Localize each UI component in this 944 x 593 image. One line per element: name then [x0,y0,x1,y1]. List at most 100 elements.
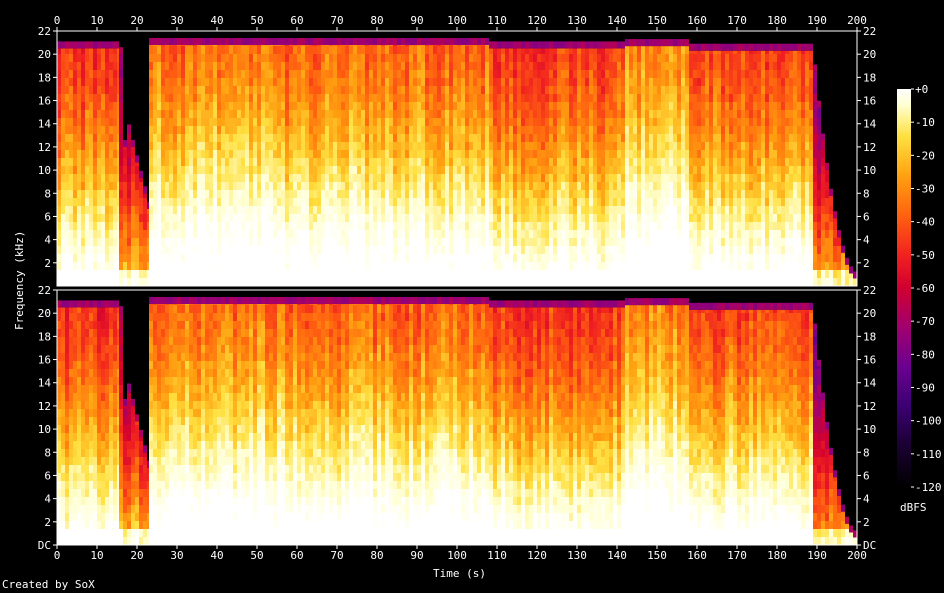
y-tick-label-left: 22 [38,25,51,38]
x-tick-label-bottom: 60 [290,549,303,562]
y-tick-label-right: 16 [863,95,876,108]
y-tick-label-left: 12 [38,400,51,413]
segment-4 [285,297,489,545]
y-tick-label-left: DC [38,539,51,552]
x-tick-label-top: 10 [90,14,103,27]
y-tick-label-right: 8 [863,187,870,200]
y-tick-label-left: 4 [44,234,51,247]
y-tick-label-right: 18 [863,71,876,84]
y-tick-label-right: 12 [863,400,876,413]
x-tick-label-top: 50 [250,14,263,27]
colorbar-tick-label: -70 [915,315,935,328]
y-tick-label-right: 10 [863,423,876,436]
y-tick-label-left: 16 [38,354,51,367]
segment-2 [119,47,149,286]
colorbar-tick-label: -120 [915,481,942,494]
x-tick-label-bottom: 150 [647,549,667,562]
colorbar-tick-label: -80 [915,348,935,361]
x-tick-label-top: 160 [687,14,707,27]
y-tick-label-left: 6 [44,210,51,223]
x-tick-label-top: 150 [647,14,667,27]
x-axis-label: Time (s) [433,567,486,580]
y-tick-label-right: 14 [863,118,877,131]
y-tick-label-left: 22 [38,284,51,297]
x-tick-label-top: 70 [330,14,343,27]
segment-2 [119,306,149,545]
x-tick-label-bottom: 80 [370,549,383,562]
x-tick-label-bottom: 190 [807,549,827,562]
y-tick-label-left: 12 [38,141,51,154]
y-tick-label-left: 8 [44,446,51,459]
colorbar-tick-label: -30 [915,183,935,196]
y-tick-label-right: 6 [863,210,870,223]
y-tick-label-left: 20 [38,307,51,320]
y-tick-label-left: 18 [38,71,51,84]
x-tick-label-bottom: 30 [170,549,183,562]
y-tick-label-right: 2 [863,257,870,270]
x-tick-label-top: 80 [370,14,383,27]
x-tick-label-top: 90 [410,14,423,27]
colorbar-tick-label: +0 [915,83,928,96]
x-tick-label-bottom: 110 [487,549,507,562]
y-tick-label-left: 2 [44,257,51,270]
x-tick-label-top: 30 [170,14,183,27]
x-tick-label-bottom: 10 [90,549,103,562]
x-tick-label-bottom: 160 [687,549,707,562]
x-tick-label-top: 140 [607,14,627,27]
x-tick-label-bottom: 140 [607,549,627,562]
y-tick-label-right: 16 [863,354,876,367]
x-tick-label-bottom: 170 [727,549,747,562]
segment-3 [149,38,285,286]
y-tick-label-left: 14 [38,377,52,390]
colorbar-tick-label: -20 [915,149,935,162]
colorbar [897,89,911,487]
y-tick-label-right: 10 [863,164,876,177]
x-tick-label-top: 200 [847,14,867,27]
x-tick-label-bottom: 90 [410,549,423,562]
segment-8 [813,64,857,286]
y-tick-label-left: 8 [44,187,51,200]
segment-7 [689,43,813,286]
segment-5 [489,41,625,286]
y-tick-label-right: 6 [863,469,870,482]
y-tick-label-right: 14 [863,377,877,390]
colorbar-tick-label: -60 [915,282,935,295]
spectrogram-channel-2 [56,289,858,546]
y-tick-label-left: 10 [38,423,51,436]
y-tick-label-left: 20 [38,48,51,61]
y-tick-label-right: 18 [863,330,876,343]
y-tick-label-left: 16 [38,95,51,108]
y-tick-label-left: 6 [44,469,51,482]
x-tick-label-bottom: 20 [130,549,143,562]
colorbar-tick-label: -50 [915,249,935,262]
x-tick-label-bottom: 130 [567,549,587,562]
x-tick-label-top: 60 [290,14,303,27]
y-tick-label-left: 14 [38,118,52,131]
x-tick-label-top: 20 [130,14,143,27]
spectrogram-channel-1 [56,30,858,287]
y-axis-label: Frequency (kHz) [13,230,26,330]
y-tick-label-right: 4 [863,234,870,247]
x-tick-label-top: 170 [727,14,747,27]
x-tick-label-top: 180 [767,14,787,27]
x-tick-label-top: 0 [54,14,61,27]
y-tick-label-right: 22 [863,284,876,297]
y-tick-label-right: 8 [863,446,870,459]
segment-6 [625,39,689,286]
colorbar-tick-label: -100 [915,415,942,428]
segment-1 [57,41,119,286]
segment-3 [149,297,285,545]
x-tick-label-bottom: 40 [210,549,223,562]
x-tick-label-bottom: 120 [527,549,547,562]
y-tick-label-left: 10 [38,164,51,177]
colorbar-tick-label: -90 [915,382,935,395]
y-tick-label-right: 22 [863,25,876,38]
x-tick-label-bottom: 0 [54,549,61,562]
segment-5 [489,300,625,545]
y-tick-label-left: 2 [44,516,51,529]
y-tick-label-right: 2 [863,516,870,529]
y-tick-label-right: 20 [863,48,876,61]
x-tick-label-top: 100 [447,14,467,27]
y-tick-label-right: 4 [863,493,870,506]
